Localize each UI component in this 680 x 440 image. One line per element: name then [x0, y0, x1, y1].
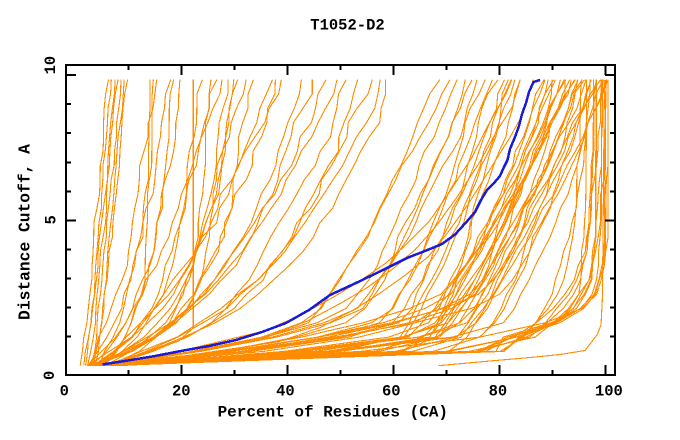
svg-text:40: 40 — [276, 383, 295, 401]
svg-text:0: 0 — [60, 383, 69, 401]
svg-text:80: 80 — [489, 383, 508, 401]
svg-text:5: 5 — [42, 215, 60, 224]
svg-text:60: 60 — [382, 383, 401, 401]
svg-text:10: 10 — [42, 56, 60, 75]
svg-text:100: 100 — [595, 383, 623, 401]
svg-text:Percent of Residues (CA): Percent of Residues (CA) — [218, 404, 448, 422]
svg-text:0: 0 — [41, 371, 59, 380]
svg-text:T1052-D2: T1052-D2 — [310, 17, 384, 35]
svg-text:Distance Cutoff, A: Distance Cutoff, A — [16, 144, 35, 320]
svg-text:20: 20 — [172, 383, 191, 401]
